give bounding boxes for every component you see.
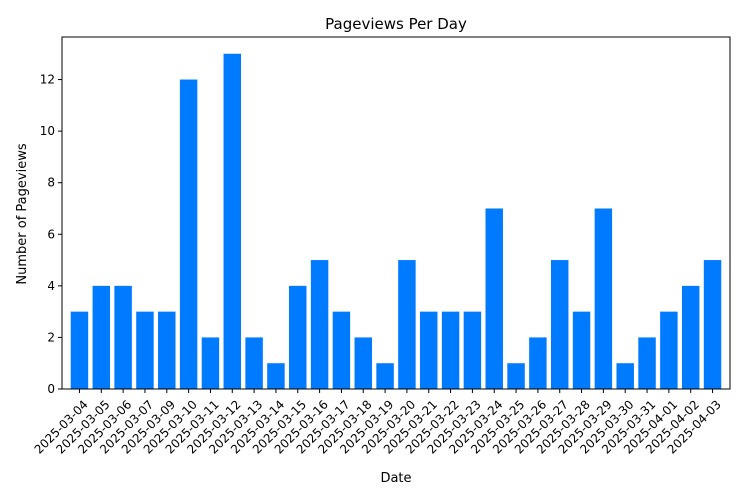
- chart-title: Pageviews Per Day: [325, 15, 467, 33]
- bars-group: [70, 53, 722, 390]
- y-tick-label: 0: [47, 382, 55, 396]
- bar-2025-03-31: [638, 337, 656, 389]
- bar-2025-03-14: [267, 363, 285, 389]
- bar-2025-03-15: [289, 285, 307, 389]
- bar-2025-03-16: [310, 260, 329, 389]
- bar-2025-03-23: [463, 311, 482, 389]
- bar-2025-03-19: [376, 363, 394, 389]
- y-tick-label: 4: [47, 279, 55, 293]
- bar-2025-03-07: [136, 311, 154, 389]
- plot-frame: [61, 36, 731, 390]
- y-tick-label: 12: [40, 73, 55, 87]
- bar-2025-04-02: [681, 285, 700, 389]
- y-axis-title: Number of Pageviews: [15, 143, 30, 284]
- y-tick-label: 6: [47, 227, 55, 241]
- bar-2025-03-13: [245, 337, 263, 389]
- x-axis-title: Date: [380, 471, 411, 486]
- y-tick-label: 2: [47, 330, 55, 344]
- bar-2025-03-27: [550, 260, 569, 389]
- bar-2025-04-01: [660, 311, 678, 389]
- bar-2025-03-29: [594, 208, 613, 389]
- x-axis: 2025-03-042025-03-052025-03-062025-03-07…: [32, 389, 724, 457]
- y-tick-label: 10: [40, 124, 55, 138]
- bar-2025-03-12: [223, 53, 241, 389]
- bar-2025-04-03: [703, 260, 722, 389]
- bar-2025-03-05: [92, 285, 111, 389]
- bar-2025-03-18: [354, 337, 372, 389]
- bar-2025-03-06: [114, 285, 132, 389]
- bar-2025-03-25: [507, 363, 525, 389]
- bar-2025-03-22: [441, 311, 460, 389]
- bar-2025-03-09: [158, 311, 176, 389]
- y-axis: 0 2 4 6 8 10 12: [40, 73, 62, 396]
- bar-2025-03-21: [420, 311, 438, 389]
- bar-2025-03-04: [70, 311, 89, 389]
- bar-2025-03-20: [398, 260, 416, 389]
- bar-2025-03-17: [332, 311, 351, 389]
- bar-2025-03-26: [529, 337, 547, 389]
- bar-2025-03-11: [201, 337, 220, 389]
- bar-2025-03-24: [485, 208, 503, 389]
- y-tick-label: 8: [47, 176, 55, 190]
- bar-2025-03-30: [616, 363, 634, 389]
- bar-2025-03-10: [179, 79, 198, 390]
- bar-2025-03-28: [572, 311, 591, 389]
